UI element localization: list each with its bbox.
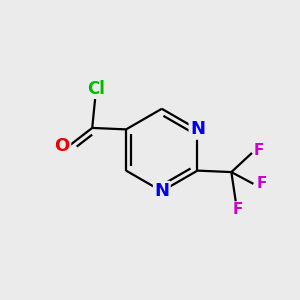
Text: N: N xyxy=(190,120,205,138)
Text: F: F xyxy=(256,176,267,191)
Text: F: F xyxy=(254,143,265,158)
Text: N: N xyxy=(154,182,169,200)
Text: Cl: Cl xyxy=(87,80,105,98)
Text: O: O xyxy=(55,137,70,155)
Text: F: F xyxy=(233,202,243,217)
